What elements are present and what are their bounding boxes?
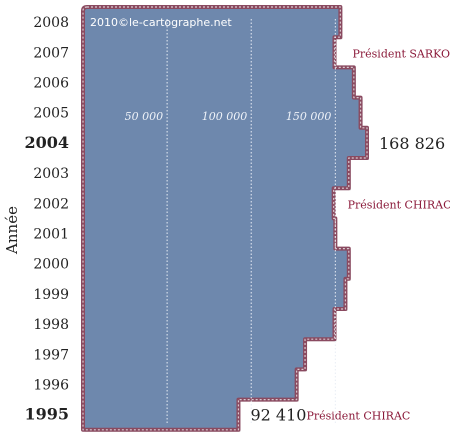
gridlines: 50 000 100 000 150 000 xyxy=(125,19,336,424)
year-label: 2004 xyxy=(24,133,69,152)
annotations: Président SARKOZY Président CHIRAC Préside… xyxy=(306,47,450,422)
year-label: 1998 xyxy=(33,317,69,333)
year-label: 2005 xyxy=(33,106,69,122)
gridline-label: 150 000 xyxy=(286,110,332,123)
gridline-label: 100 000 xyxy=(202,110,248,123)
president-annotation: Président CHIRAC xyxy=(306,410,410,423)
year-label: 1995 xyxy=(24,405,69,424)
year-label: 2001 xyxy=(33,227,69,243)
bars-shape xyxy=(83,7,367,430)
year-label: 2003 xyxy=(33,166,69,182)
gridline-label: 50 000 xyxy=(125,110,164,123)
year-label: 1996 xyxy=(33,378,69,394)
year-label: 2006 xyxy=(33,76,69,92)
data-label: 168 826 xyxy=(379,134,445,153)
year-label: 2002 xyxy=(33,196,69,212)
year-label: 2008 xyxy=(33,15,69,31)
year-label: 2000 xyxy=(33,257,69,273)
president-annotation: Président CHIRAC xyxy=(348,198,450,211)
y-axis-label: Année xyxy=(3,206,21,255)
year-label: 1999 xyxy=(33,287,69,303)
year-label: 1997 xyxy=(33,347,69,363)
data-label: 92 410 xyxy=(250,406,306,425)
year-labels: 2008 2007 2006 2005 2004 2003 2002 2001 2000 1999… xyxy=(24,15,69,424)
data-labels: 168 826 92 410 xyxy=(250,134,445,425)
president-annotation: Président SARKOZY xyxy=(352,47,450,60)
year-label: 2007 xyxy=(33,45,69,61)
bars-stitch xyxy=(82,6,368,431)
credit-text: 2010©le-cartographe.net xyxy=(90,16,232,29)
